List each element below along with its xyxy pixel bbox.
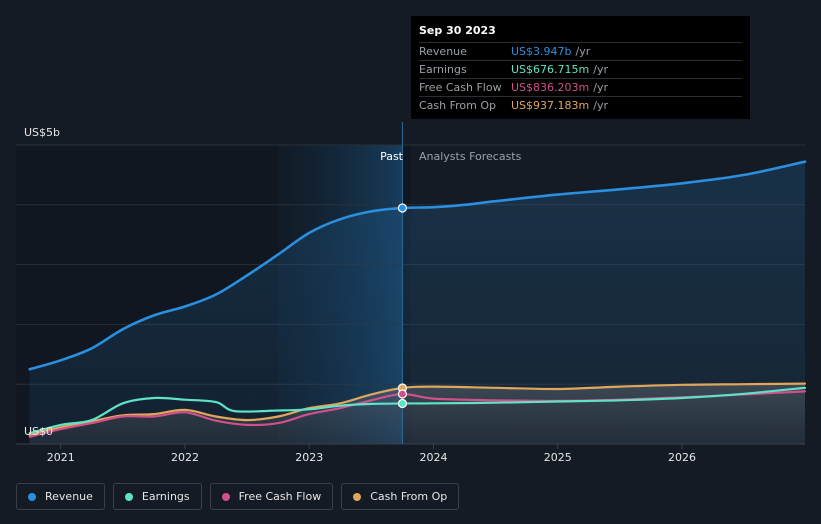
x-tick-label: 2021 bbox=[47, 451, 75, 464]
legend: Revenue Earnings Free Cash Flow Cash From O… bbox=[16, 483, 460, 510]
legend-item-free-cash-flow[interactable]: Free Cash Flow bbox=[209, 483, 334, 510]
tooltip-row-value: US$937.183m bbox=[511, 99, 590, 112]
x-tick-label: 2024 bbox=[419, 451, 447, 464]
x-tick-label: 2023 bbox=[295, 451, 323, 464]
y-axis-top-label: US$5b bbox=[24, 126, 60, 139]
tooltip-row-unit: /yr bbox=[593, 63, 608, 76]
x-tick-label: 2025 bbox=[544, 451, 572, 464]
tooltip: Sep 30 2023 Revenue US$3.947b/yr Earnings U… bbox=[411, 16, 750, 119]
legend-dot-icon bbox=[28, 492, 36, 501]
legend-label: Earnings bbox=[141, 490, 190, 503]
revenue-area bbox=[29, 161, 805, 444]
tooltip-row: Free Cash Flow US$836.203m/yr bbox=[419, 78, 742, 96]
x-tick-label: 2022 bbox=[171, 451, 199, 464]
earnings-marker bbox=[397, 398, 408, 409]
tooltip-row-label: Earnings bbox=[419, 63, 467, 76]
tooltip-row-label: Revenue bbox=[419, 45, 467, 58]
tooltip-row-unit: /yr bbox=[593, 81, 608, 94]
tooltip-row: Revenue US$3.947b/yr bbox=[419, 42, 742, 60]
free-cash-flow-marker bbox=[397, 389, 408, 399]
legend-item-revenue[interactable]: Revenue bbox=[16, 483, 105, 510]
legend-dot-icon bbox=[124, 492, 133, 501]
tooltip-row-value: US$676.715m bbox=[511, 63, 590, 76]
tooltip-row-unit: /yr bbox=[593, 99, 608, 112]
earnings-line bbox=[28, 386, 807, 435]
x-tick-label: 2026 bbox=[668, 451, 696, 464]
tooltip-row-label: Free Cash Flow bbox=[419, 81, 502, 94]
tooltip-row-unit: /yr bbox=[575, 45, 591, 58]
tooltip-row: Cash From Op US$937.183m/yr bbox=[419, 96, 742, 114]
legend-label: Revenue bbox=[45, 490, 93, 503]
forecast-label: Analysts Forecasts bbox=[419, 150, 522, 163]
legend-item-cash-from-op[interactable]: Cash From Op bbox=[341, 483, 460, 510]
tooltip-date: Sep 30 2023 bbox=[419, 24, 496, 37]
legend-label: Free Cash Flow bbox=[238, 490, 322, 503]
tooltip-row-label: Cash From Op bbox=[419, 99, 497, 112]
past-label: Past bbox=[380, 150, 404, 163]
y-axis-bottom-label: US$0 bbox=[24, 425, 53, 438]
cash-from-op-area bbox=[29, 383, 805, 444]
legend-dot-icon bbox=[221, 492, 230, 501]
revenue-line bbox=[28, 160, 807, 371]
legend-dot-icon bbox=[353, 492, 362, 501]
tooltip-row-value: US$836.203m bbox=[511, 81, 590, 94]
tooltip-row-value: US$3.947b bbox=[511, 45, 572, 58]
tooltip-row: Earnings US$676.715m/yr bbox=[419, 60, 742, 78]
legend-item-earnings[interactable]: Earnings bbox=[112, 483, 202, 510]
cash-from-op-line bbox=[28, 382, 807, 437]
revenue-marker bbox=[397, 203, 408, 213]
legend-label: Cash From Op bbox=[370, 490, 448, 503]
